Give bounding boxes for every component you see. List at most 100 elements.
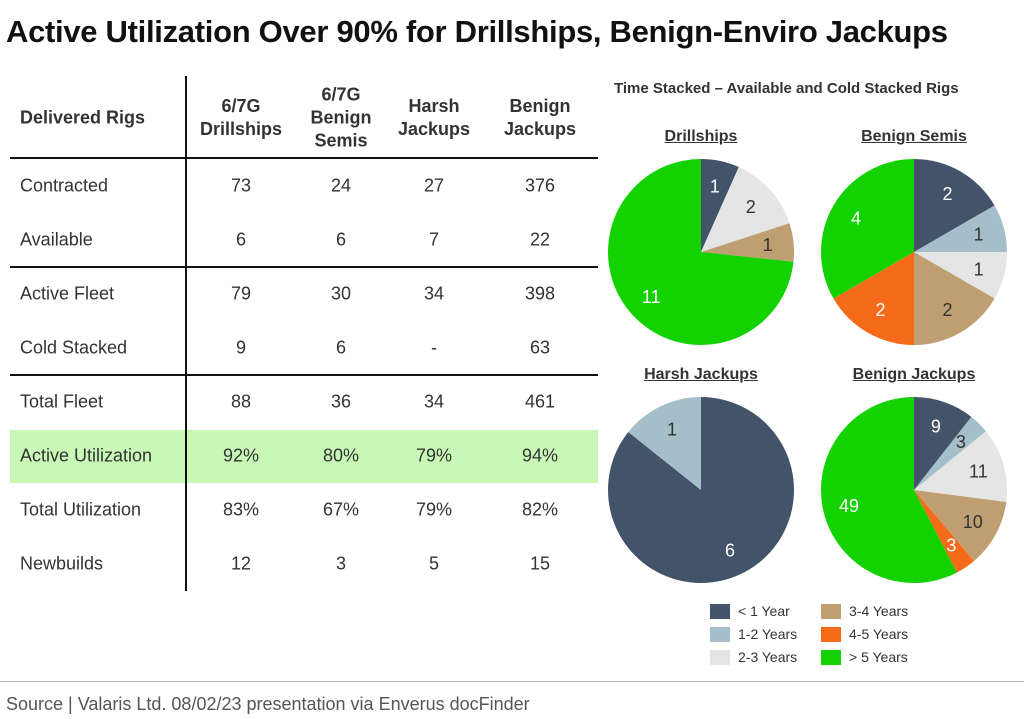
pie-data-label: 4 (851, 209, 861, 229)
table-cell: 34 (423, 283, 445, 304)
table-cell: 79% (415, 499, 453, 520)
table-header-label: Delivered Rigs (20, 107, 146, 128)
table-divider (185, 76, 187, 591)
table-cell: 73 (230, 175, 252, 196)
table-cell: 6 (335, 337, 347, 358)
pie-slice (914, 205, 1007, 252)
table-cell: 83% (222, 499, 260, 520)
pie-data-label: 11 (642, 287, 661, 307)
pie-data-label: 1 (763, 235, 773, 255)
pie-title: Harsh Jackups (644, 366, 758, 383)
pie-data-label: 9 (931, 417, 941, 437)
pie-data-label: 11 (969, 462, 988, 482)
table-cell: 5 (428, 553, 440, 574)
legend-swatch (710, 626, 730, 642)
legend-label: > 5 Years (849, 649, 908, 665)
table-cell: 461 (524, 391, 556, 412)
pie-slice (914, 159, 995, 252)
pie-slice (821, 397, 957, 583)
pie-slice (701, 167, 790, 252)
pie-data-label: 3 (956, 432, 966, 452)
legend-swatch (821, 626, 841, 642)
row-label: Cold Stacked (20, 337, 128, 358)
pie-slice (914, 490, 975, 573)
table-divider (10, 266, 598, 268)
pie-slice (914, 397, 972, 490)
row-label: Total Fleet (20, 391, 104, 412)
table-cell: 7 (428, 229, 440, 250)
table-cell: 3 (335, 553, 347, 574)
pie-title: Benign Jackups (852, 366, 976, 383)
row-label: Total Utilization (20, 499, 142, 520)
legend-swatch (821, 603, 841, 619)
pie-data-label: 1 (667, 420, 677, 440)
legend-label: < 1 Year (738, 603, 790, 619)
table-cell: 92% (222, 445, 260, 466)
pie-data-label: 2 (942, 184, 952, 204)
legend-item: 3-4 Years (821, 603, 908, 619)
table-divider (10, 157, 598, 159)
pie-data-label: 2 (746, 197, 756, 217)
table-cell: 79 (230, 283, 252, 304)
table-cell: 94% (521, 445, 559, 466)
table-cell: 15 (529, 553, 551, 574)
legend-label: 4-5 Years (849, 626, 909, 642)
table-cell: 22 (529, 229, 551, 250)
column-header: Harsh Jackups (397, 96, 471, 139)
chart-title: Time Stacked – Available and Cold Stacke… (614, 80, 959, 97)
pie-slice (608, 159, 794, 345)
table-cell: 12 (230, 553, 252, 574)
pie-data-label: 1 (974, 259, 984, 279)
pie-slice (701, 223, 794, 262)
legend-item: < 1 Year (710, 603, 790, 619)
row-label: Active Fleet (20, 283, 115, 304)
pie-slice (607, 397, 794, 583)
source-note: Source | Valaris Ltd. 08/02/23 presentat… (6, 694, 530, 714)
footer-divider (0, 681, 1024, 682)
table-divider (10, 374, 598, 376)
table-cell: 24 (330, 175, 352, 196)
legend-swatch (710, 603, 730, 619)
row-label: Contracted (20, 175, 109, 196)
page-title: Active Utilization Over 90% for Drillshi… (6, 14, 948, 49)
legend-item: 4-5 Years (821, 626, 908, 642)
pie-slice (628, 397, 701, 490)
pie-data-label: 1 (710, 177, 720, 197)
pie-slice (914, 252, 995, 345)
pie-data-label: 2 (876, 300, 886, 320)
pie-slice (821, 159, 914, 299)
legend-label: 2-3 Years (738, 649, 798, 665)
table-cell: 6 (335, 229, 347, 250)
table-cell: 82% (521, 499, 559, 520)
table-cell: 376 (524, 175, 556, 196)
table-cell: 30 (330, 283, 352, 304)
legend-swatch (821, 649, 841, 665)
table-cell: 88 (230, 391, 252, 412)
row-label: Available (20, 229, 93, 250)
pie-slice (914, 416, 987, 490)
column-header: 6/7G Benign Semis (310, 84, 372, 151)
table-cell: 80% (322, 445, 360, 466)
pie-title: Drillships (664, 128, 738, 145)
column-header: 6/7G Drillships (199, 96, 283, 139)
column-header: Benign Jackups (503, 96, 577, 139)
legend-label: 3-4 Years (849, 603, 909, 619)
legend-item: 2-3 Years (710, 649, 797, 665)
table-cell: 398 (524, 283, 556, 304)
legend-item: 1-2 Years (710, 626, 797, 642)
pie-slice (833, 252, 914, 345)
table-cell: 36 (330, 391, 352, 412)
pie-slice (701, 159, 739, 252)
table-cell: - (431, 337, 437, 358)
pie-data-label: 49 (839, 496, 859, 516)
legend-label: 1-2 Years (738, 626, 798, 642)
table-cell: 27 (423, 175, 445, 196)
legend-swatch (710, 649, 730, 665)
table-cell: 67% (322, 499, 360, 520)
pie-data-label: 10 (963, 512, 983, 532)
table-cell: 9 (235, 337, 247, 358)
pie-slice (914, 490, 1007, 561)
row-label: Newbuilds (20, 553, 104, 574)
pie-data-label: 3 (946, 536, 956, 556)
